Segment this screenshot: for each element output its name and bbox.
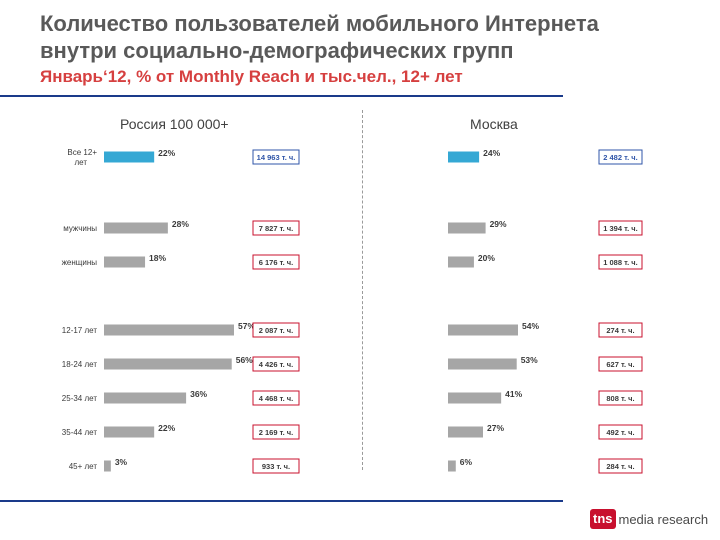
russia-value-label-7: 3%	[115, 457, 128, 467]
moscow-thousands-label-2: 1 088 т. ч.	[603, 258, 637, 267]
russia-thousands-box-2	[252, 254, 300, 270]
moscow-bar-6	[448, 426, 483, 438]
moscow-thousands-box-7	[598, 458, 643, 474]
moscow-bar-1	[448, 222, 486, 234]
moscow-thousands-box-3	[598, 322, 643, 338]
russia-bar-4	[104, 358, 232, 370]
moscow-value-label-4: 53%	[521, 355, 538, 365]
moscow-value-label-6: 27%	[487, 423, 504, 433]
moscow-value-label-5: 41%	[505, 389, 522, 399]
russia-thousands-box-1	[252, 220, 300, 236]
russia-thousands-box-7	[252, 458, 300, 474]
russia-category-label-0: Все 12+ лет	[67, 148, 97, 167]
moscow-thousands-label-1: 1 394 т. ч.	[603, 224, 637, 233]
russia-category-label-1: мужчины	[63, 224, 97, 233]
moscow-value-label-2: 20%	[478, 253, 495, 263]
brand-mark: tns	[590, 509, 616, 529]
moscow-thousands-box-6	[598, 424, 643, 440]
moscow-thousands-box-4	[598, 356, 643, 372]
russia-bar-5	[104, 392, 187, 404]
moscow-thousands-box-2	[598, 254, 643, 270]
moscow-bar-0	[448, 151, 480, 163]
moscow-thousands-box-5	[598, 390, 643, 406]
moscow-thousands-label-0: 2 482 т. ч.	[603, 153, 637, 162]
page-title: Количество пользователей мобильного Инте…	[40, 10, 700, 64]
moscow-thousands-label-5: 808 т. ч.	[606, 394, 634, 403]
russia-bar-6	[104, 426, 155, 438]
russia-category-label-3: 12-17 лет	[62, 326, 98, 335]
moscow-thousands-box-1	[598, 220, 643, 236]
russia-category-label-2: женщины	[62, 258, 98, 267]
russia-bar-7	[104, 460, 111, 472]
russia-thousands-label-0: 14 963 т. ч.	[257, 153, 296, 162]
title-line-1: Количество пользователей мобильного Инте…	[40, 11, 599, 36]
moscow-bar-7	[448, 460, 456, 472]
moscow-value-label-0: 24%	[483, 148, 500, 158]
brand-text: media research	[618, 511, 709, 527]
top-rule	[0, 95, 563, 97]
russia-thousands-label-2: 6 176 т. ч.	[259, 258, 293, 267]
brand-logo: tns media research	[590, 508, 708, 530]
moscow-bar-3	[448, 324, 518, 336]
russia-category-label-6: 35-44 лет	[62, 428, 98, 437]
russia-value-label-6: 22%	[158, 423, 175, 433]
moscow-thousands-label-3: 274 т. ч.	[606, 326, 634, 335]
russia-value-label-5: 36%	[190, 389, 207, 399]
moscow-thousands-box-0	[598, 149, 643, 165]
section-divider	[362, 110, 363, 470]
moscow-value-label-1: 29%	[490, 219, 507, 229]
russia-bar-0	[104, 151, 155, 163]
russia-value-label-1: 28%	[172, 219, 189, 229]
moscow-section-title: Москва	[470, 116, 518, 132]
moscow-bar-5	[448, 392, 502, 404]
russia-thousands-box-6	[252, 424, 300, 440]
russia-value-label-0: 22%	[158, 148, 175, 158]
russia-thousands-box-5	[252, 390, 300, 406]
moscow-bar-2	[448, 256, 474, 268]
moscow-value-label-7: 6%	[460, 457, 473, 467]
russia-value-label-2: 18%	[149, 253, 166, 263]
russia-bar-1	[104, 222, 168, 234]
russia-thousands-box-4	[252, 356, 300, 372]
russia-value-label-4: 56%	[236, 355, 253, 365]
russia-thousands-label-1: 7 827 т. ч.	[259, 224, 293, 233]
russia-value-label-3: 57%	[238, 321, 255, 331]
moscow-value-label-3: 54%	[522, 321, 539, 331]
russia-category-label-4: 18-24 лет	[62, 360, 98, 369]
russia-category-label-7: 45+ лет	[69, 462, 98, 471]
russia-thousands-label-4: 4 426 т. ч.	[259, 360, 293, 369]
moscow-bar-4	[448, 358, 517, 370]
moscow-thousands-label-6: 492 т. ч.	[606, 428, 634, 437]
bottom-rule	[0, 500, 563, 502]
russia-thousands-label-6: 2 169 т. ч.	[259, 428, 293, 437]
moscow-thousands-label-4: 627 т. ч.	[606, 360, 634, 369]
russia-thousands-box-3	[252, 322, 300, 338]
russia-thousands-box-0	[252, 149, 300, 165]
russia-thousands-label-7: 933 т. ч.	[262, 462, 290, 471]
page-subtitle: Январь‘12, % от Monthly Reach и тыс.чел.…	[40, 67, 463, 86]
title-line-2: внутри социально-демографических групп	[40, 38, 514, 63]
russia-thousands-label-3: 2 087 т. ч.	[259, 326, 293, 335]
russia-bar-3	[104, 324, 234, 336]
russia-thousands-label-5: 4 468 т. ч.	[259, 394, 293, 403]
russia-section-title: Россия 100 000+	[120, 116, 229, 132]
moscow-thousands-label-7: 284 т. ч.	[606, 462, 634, 471]
russia-category-label-5: 25-34 лет	[62, 394, 98, 403]
russia-bar-2	[104, 256, 146, 268]
